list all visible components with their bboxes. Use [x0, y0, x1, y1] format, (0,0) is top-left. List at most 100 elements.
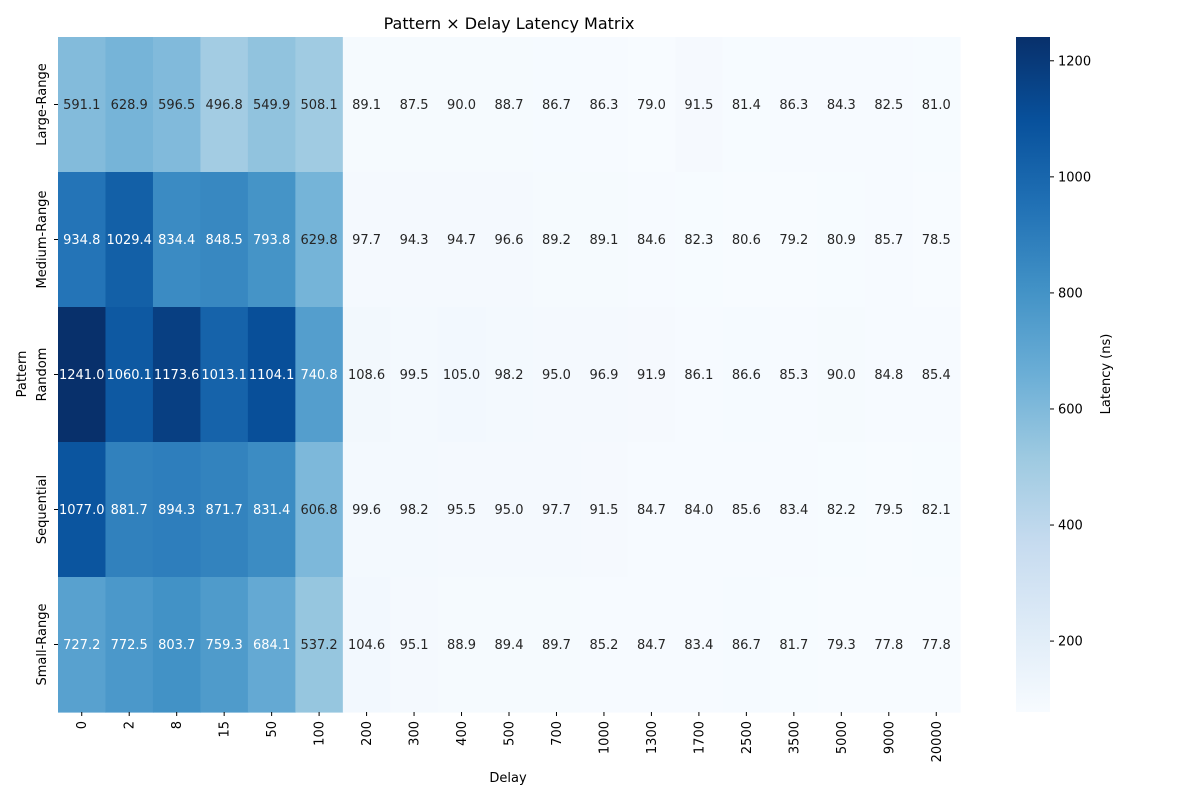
cell-value-label: 628.9	[111, 98, 148, 113]
x-tick-label: 3500	[787, 721, 802, 754]
cell-value-label: 85.3	[779, 368, 808, 383]
heatmap-cell	[532, 577, 581, 713]
cell-value-label: 95.5	[447, 503, 476, 518]
x-tick-label: 400	[455, 721, 470, 746]
x-tick-label: 2500	[740, 721, 755, 754]
cell-value-label: 96.9	[589, 368, 618, 383]
x-axis-ticks: 0 2 8 15 50 100 200 300 400 500 700 1000 1300 1700 250…	[75, 712, 945, 762]
cell-value-label: 871.7	[206, 503, 243, 518]
heatmap-cell	[675, 37, 724, 173]
heatmap-cell	[770, 37, 819, 173]
cell-value-label: 86.7	[732, 638, 761, 653]
cell-value-label: 89.1	[352, 98, 381, 113]
heatmap-cell	[485, 442, 534, 578]
heatmap-cell	[485, 577, 534, 713]
cell-value-label: 831.4	[253, 503, 290, 518]
cell-value-label: 88.7	[495, 98, 524, 113]
heatmap-cell	[865, 442, 914, 578]
x-tick-label: 100	[313, 721, 328, 746]
heatmap-cell	[437, 307, 486, 443]
cell-value-label: 83.4	[684, 638, 713, 653]
cell-value-label: 81.0	[922, 98, 951, 113]
cell-value-label: 83.4	[779, 503, 808, 518]
heatmap-cell	[865, 307, 914, 443]
heatmap-cell	[200, 577, 249, 713]
cell-value-label: 81.4	[732, 98, 761, 113]
heatmap-cell	[722, 172, 771, 308]
heatmap-cell	[675, 172, 724, 308]
heatmap-cell	[722, 307, 771, 443]
x-tick-label: 0	[75, 721, 90, 729]
heatmap-cell	[247, 307, 296, 443]
heatmap-cell	[437, 442, 486, 578]
heatmap-cell	[912, 577, 961, 713]
heatmap-cell-labels: 591.1 628.9 596.5 496.8 549.9 508.1 89.1 87.5 90…	[59, 98, 951, 653]
cell-value-label: 79.5	[874, 503, 903, 518]
heatmap-cell	[722, 37, 771, 173]
cell-value-label: 496.8	[206, 98, 243, 113]
heatmap-cell	[105, 577, 154, 713]
cell-value-label: 803.7	[158, 638, 195, 653]
heatmap-cell	[295, 442, 344, 578]
heatmap-cell	[105, 37, 154, 173]
heatmap-cell	[912, 442, 961, 578]
colorbar-tick-label: 800	[1058, 286, 1083, 301]
cell-value-label: 95.0	[495, 503, 524, 518]
heatmap-cell	[675, 442, 724, 578]
x-tick-label: 9000	[882, 721, 897, 754]
cell-value-label: 79.3	[827, 638, 856, 653]
heatmap-cell	[532, 442, 581, 578]
heatmap-cell	[105, 307, 154, 443]
cell-value-label: 881.7	[111, 503, 148, 518]
heatmap-cell	[390, 37, 439, 173]
heatmap-cell	[437, 172, 486, 308]
cell-value-label: 82.2	[827, 503, 856, 518]
heatmap-cell	[200, 307, 249, 443]
cell-value-label: 91.5	[684, 98, 713, 113]
x-tick-label: 300	[408, 721, 423, 746]
heatmap-cells	[58, 37, 961, 713]
cell-value-label: 91.5	[589, 503, 618, 518]
x-tick-label: 1700	[692, 721, 707, 754]
heatmap-cell	[152, 577, 202, 713]
heatmap-cell	[912, 172, 961, 308]
cell-value-label: 1173.6	[154, 368, 200, 383]
cell-value-label: 77.8	[874, 638, 903, 653]
x-tick-label: 50	[265, 721, 280, 738]
heatmap-cell	[342, 307, 391, 443]
heatmap-cell	[58, 577, 107, 713]
heatmap-cell	[627, 442, 676, 578]
cell-value-label: 85.7	[874, 233, 903, 248]
cell-value-label: 94.3	[400, 233, 429, 248]
heatmap-cell	[580, 172, 629, 308]
cell-value-label: 1013.1	[201, 368, 247, 383]
cell-value-label: 508.1	[300, 98, 337, 113]
cell-value-label: 894.3	[158, 503, 195, 518]
cell-value-label: 108.6	[348, 368, 385, 383]
cell-value-label: 740.8	[300, 368, 337, 383]
heatmap-cell	[342, 577, 391, 713]
heatmap-cell	[817, 172, 866, 308]
y-axis-ticks: Large-Range Medium-Range Random Sequential S…	[35, 63, 58, 686]
heatmap-cell	[675, 577, 724, 713]
heatmap-cell	[342, 442, 391, 578]
cell-value-label: 99.6	[352, 503, 381, 518]
heatmap-cell	[152, 442, 202, 578]
cell-value-label: 537.2	[300, 638, 337, 653]
colorbar-tick-label: 1200	[1058, 54, 1091, 69]
heatmap-cell	[105, 442, 154, 578]
cell-value-label: 79.2	[779, 233, 808, 248]
heatmap-cell	[770, 172, 819, 308]
cell-value-label: 84.6	[637, 233, 666, 248]
heatmap-cell	[817, 577, 866, 713]
cell-value-label: 86.7	[542, 98, 571, 113]
cell-value-label: 759.3	[206, 638, 243, 653]
cell-value-label: 1077.0	[59, 503, 105, 518]
heatmap-cell	[817, 37, 866, 173]
cell-value-label: 84.7	[637, 638, 666, 653]
cell-value-label: 793.8	[253, 233, 290, 248]
heatmap-cell	[627, 307, 676, 443]
heatmap-cell	[390, 577, 439, 713]
